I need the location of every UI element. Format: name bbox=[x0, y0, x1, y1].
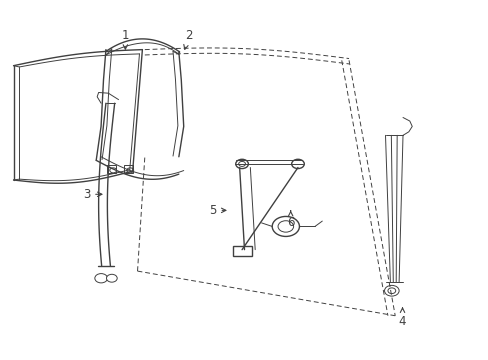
Text: 3: 3 bbox=[82, 188, 102, 201]
Circle shape bbox=[126, 168, 133, 173]
Text: 4: 4 bbox=[398, 308, 406, 328]
Bar bbox=[124, 165, 133, 173]
Bar bbox=[233, 246, 251, 256]
Circle shape bbox=[387, 288, 395, 294]
Text: 1: 1 bbox=[122, 29, 129, 49]
Circle shape bbox=[291, 159, 304, 168]
Text: 5: 5 bbox=[209, 204, 225, 217]
Circle shape bbox=[384, 285, 398, 296]
Text: 6: 6 bbox=[286, 211, 294, 229]
Circle shape bbox=[110, 168, 116, 173]
Circle shape bbox=[235, 159, 248, 168]
Circle shape bbox=[106, 274, 117, 282]
Circle shape bbox=[238, 161, 245, 166]
Bar bbox=[107, 165, 116, 173]
Text: 2: 2 bbox=[183, 29, 192, 49]
Circle shape bbox=[278, 221, 293, 232]
Circle shape bbox=[272, 216, 299, 237]
Circle shape bbox=[95, 274, 107, 283]
